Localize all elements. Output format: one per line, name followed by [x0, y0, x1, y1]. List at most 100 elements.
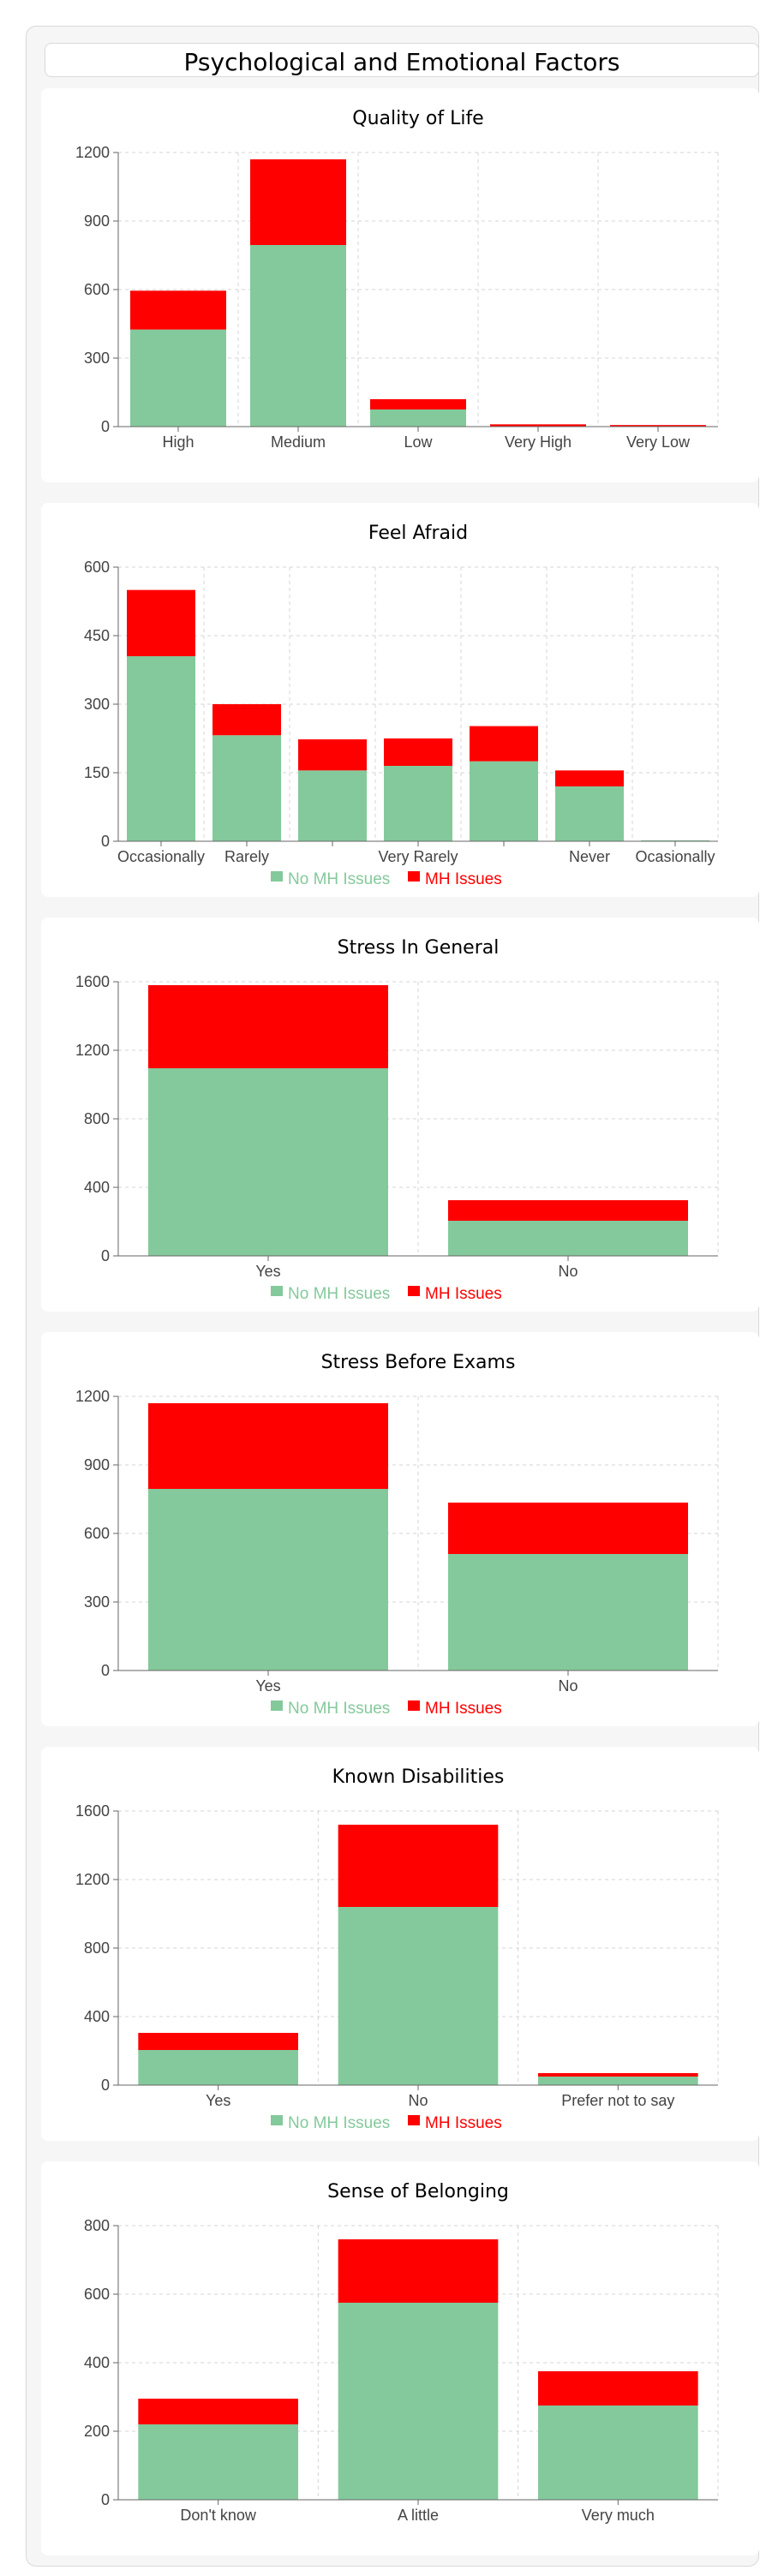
- x-tick-label: Yes: [255, 1263, 280, 1280]
- bar-no-no-mh: [448, 1554, 688, 1671]
- legend-no-mh-swatch: [271, 1286, 283, 1296]
- chart-card-sense-of-belonging: Sense of Belonging 0 200 400 600 800 Don't kno…: [41, 2161, 759, 2555]
- page-header: Psychological and Emotional Factors: [45, 43, 759, 77]
- bar-no-mh: [448, 1503, 688, 1554]
- bar-yes-no-mh: [148, 1068, 388, 1256]
- bar-no-no-mh: [338, 1907, 499, 2085]
- chart-title: Feel Afraid: [368, 523, 468, 544]
- bar-yes-no-mh: [148, 1489, 388, 1671]
- chart-card-quality-of-life: Quality of Life 0 300 600 900 1200 High Medium L…: [41, 88, 759, 482]
- y-tick-label: 900: [84, 212, 110, 230]
- bar-very-low-mh: [610, 425, 706, 427]
- y-tick-label: 1200: [75, 144, 110, 161]
- bar-no-no-mh: [448, 1221, 688, 1256]
- x-tick-label: Rarely: [224, 848, 269, 865]
- bar-prefer-not-to-say-no-mh: [538, 2077, 698, 2085]
- chart-title: Stress Before Exams: [321, 1352, 516, 1373]
- bar-yes-mh: [148, 1403, 388, 1489]
- y-tick-label: 300: [84, 350, 110, 367]
- bar-medium-no-mh: [250, 245, 346, 427]
- bar-yes-no-mh: [138, 2050, 298, 2085]
- bar-very-rarely-mh: [384, 738, 452, 766]
- y-tick-label: 800: [84, 1110, 110, 1127]
- x-tick-label: Prefer not to say: [561, 2092, 674, 2109]
- chart-card-feel-afraid: Feel Afraid 0 150 300 450 600 Occasionally Rare…: [41, 503, 759, 897]
- bar-blank-no-mh: [298, 770, 367, 841]
- bar-low-mh: [370, 399, 466, 409]
- bar-don-t-know-mh: [138, 2399, 298, 2424]
- chart-stress-in-general: Stress In General 0 400 800 1200 1600 Yes No No …: [75, 937, 719, 1303]
- y-tick-label: 600: [84, 1525, 110, 1542]
- y-tick-label: 1600: [75, 973, 110, 990]
- y-tick-label: 150: [84, 764, 110, 781]
- bar-low-no-mh: [370, 409, 466, 427]
- legend-no-mh-swatch: [271, 2115, 283, 2125]
- x-tick-label: Yes: [255, 1677, 280, 1694]
- y-tick-label: 600: [84, 559, 110, 576]
- legend-no-mh-swatch: [271, 871, 283, 882]
- y-tick-label: 200: [84, 2423, 110, 2440]
- x-tick-label: Low: [404, 433, 433, 451]
- bar-blank-no-mh: [470, 761, 538, 841]
- bar-blank-mh: [298, 739, 367, 771]
- x-tick-label: A little: [398, 2507, 439, 2524]
- chart-title: Quality of Life: [352, 108, 483, 129]
- bar-very-much-mh: [538, 2371, 698, 2406]
- y-tick-label: 400: [84, 2008, 110, 2025]
- bar-don-t-know-no-mh: [138, 2424, 298, 2500]
- legend-mh-swatch: [408, 871, 420, 882]
- legend-mh-label: MH Issues: [425, 870, 502, 888]
- bar-yes-mh: [138, 2033, 298, 2050]
- legend-mh-swatch: [408, 1286, 420, 1296]
- x-tick-label: No: [558, 1263, 578, 1280]
- chart-title: Sense of Belonging: [327, 2181, 509, 2202]
- y-tick-label: 800: [84, 2217, 110, 2234]
- y-tick-label: 900: [84, 1456, 110, 1473]
- chart-sense-of-belonging: Sense of Belonging 0 200 400 600 800 Don't kno…: [84, 2181, 719, 2524]
- y-tick-label: 0: [101, 1662, 110, 1679]
- chart-title: Stress In General: [338, 937, 500, 959]
- chart-quality-of-life: Quality of Life 0 300 600 900 1200 High Medium L…: [75, 108, 719, 451]
- x-tick-label: High: [162, 433, 194, 451]
- legend-mh-label: MH Issues: [425, 1285, 502, 1303]
- y-tick-label: 1200: [75, 1042, 110, 1059]
- chart-feel-afraid: Feel Afraid 0 150 300 450 600 Occasionally Rare…: [84, 523, 719, 888]
- bar-rarely-no-mh: [212, 735, 281, 841]
- x-tick-label: Very Low: [626, 433, 691, 451]
- y-tick-label: 300: [84, 696, 110, 713]
- x-tick-label: Very High: [505, 433, 572, 451]
- legend-mh-label: MH Issues: [425, 2114, 502, 2132]
- bar-rarely-mh: [212, 704, 281, 736]
- y-tick-label: 450: [84, 627, 110, 644]
- y-tick-label: 400: [84, 2354, 110, 2371]
- x-tick-label: Never: [569, 848, 610, 865]
- bar-ocasionally-no-mh: [641, 840, 709, 841]
- chart-card-known-disabilities: Known Disabilities 0 400 800 1200 1600 Yes No Pr…: [41, 1747, 759, 2141]
- bar-a-little-no-mh: [338, 2303, 499, 2500]
- bar-very-rarely-no-mh: [384, 766, 452, 841]
- legend-no-mh-label: No MH Issues: [288, 1285, 390, 1303]
- legend-mh-label: MH Issues: [425, 1700, 502, 1718]
- bar-high-mh: [130, 290, 226, 330]
- bar-blank-mh: [470, 726, 538, 762]
- y-tick-label: 1600: [75, 1802, 110, 1820]
- chart-card-stress-before-exams: Stress Before Exams 0 300 600 900 1200 Yes No No…: [41, 1332, 759, 1726]
- y-tick-label: 0: [101, 2491, 110, 2508]
- x-tick-label: Medium: [271, 433, 326, 451]
- legend-no-mh-label: No MH Issues: [288, 2114, 390, 2132]
- bar-occasionally-no-mh: [127, 656, 195, 841]
- y-tick-label: 1200: [75, 1871, 110, 1888]
- bar-never-mh: [555, 770, 624, 786]
- bar-no-mh: [448, 1200, 688, 1221]
- legend-no-mh-swatch: [271, 1700, 283, 1711]
- y-tick-label: 0: [101, 833, 110, 850]
- x-tick-label: Yes: [206, 2092, 230, 2109]
- y-tick-label: 300: [84, 1593, 110, 1611]
- chart-card-stress-in-general: Stress In General 0 400 800 1200 1600 Yes No No …: [41, 917, 759, 1312]
- page-title: Psychological and Emotional Factors: [183, 48, 620, 76]
- x-tick-label: No: [558, 1677, 578, 1694]
- chart-stress-before-exams: Stress Before Exams 0 300 600 900 1200 Yes No No…: [75, 1352, 719, 1718]
- x-tick-label: Very Rarely: [378, 848, 458, 865]
- y-tick-label: 0: [101, 418, 110, 435]
- bar-very-much-no-mh: [538, 2406, 698, 2500]
